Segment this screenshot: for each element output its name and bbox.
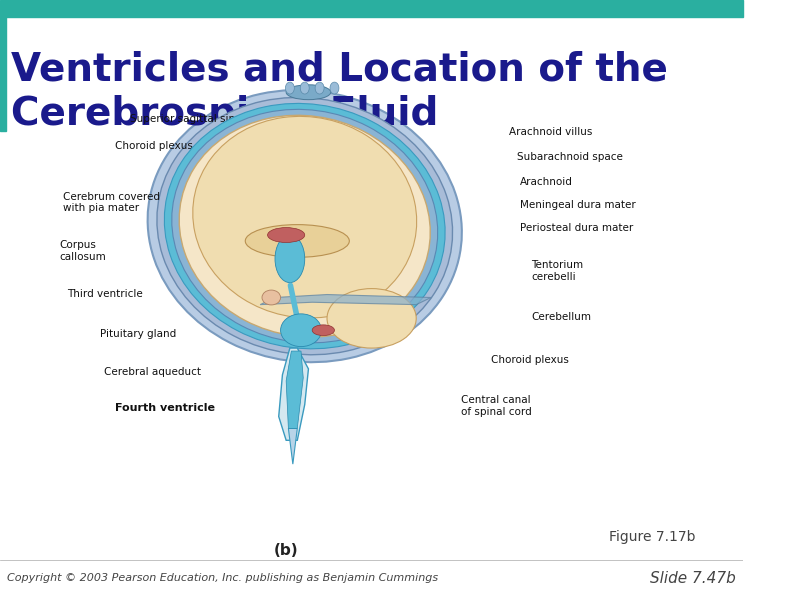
Text: Pituitary gland: Pituitary gland <box>100 330 176 339</box>
Ellipse shape <box>327 289 416 348</box>
Text: Subarachnoid space: Subarachnoid space <box>517 152 622 162</box>
Ellipse shape <box>275 235 305 283</box>
Ellipse shape <box>268 228 305 243</box>
Text: Corpus
callosum: Corpus callosum <box>60 240 106 262</box>
Ellipse shape <box>164 104 445 349</box>
Polygon shape <box>279 348 308 440</box>
Ellipse shape <box>179 115 430 337</box>
Ellipse shape <box>300 82 309 94</box>
FancyArrowPatch shape <box>291 286 297 315</box>
Ellipse shape <box>285 82 295 94</box>
Text: Fourth ventricle: Fourth ventricle <box>115 403 215 412</box>
Polygon shape <box>286 351 303 428</box>
Ellipse shape <box>193 117 417 318</box>
Ellipse shape <box>148 90 462 362</box>
Ellipse shape <box>262 290 280 305</box>
Text: Choroid plexus: Choroid plexus <box>491 355 569 365</box>
Text: Arachnoid villus: Arachnoid villus <box>509 127 592 137</box>
Text: Copyright © 2003 Pearson Education, Inc. publishing as Benjamin Cummings: Copyright © 2003 Pearson Education, Inc.… <box>7 574 438 583</box>
Text: Superior sagittal sinus: Superior sagittal sinus <box>130 114 247 124</box>
Text: Periosteal dura mater: Periosteal dura mater <box>520 224 634 233</box>
Text: Tentorium
cerebelli: Tentorium cerebelli <box>531 260 584 281</box>
Text: Third ventricle: Third ventricle <box>67 289 143 299</box>
Text: Arachnoid: Arachnoid <box>520 177 573 187</box>
Ellipse shape <box>312 325 334 336</box>
Bar <box>0 0 743 17</box>
Ellipse shape <box>245 225 349 258</box>
Polygon shape <box>288 428 297 464</box>
Polygon shape <box>260 295 431 305</box>
Text: Cerebellum: Cerebellum <box>531 312 592 321</box>
Ellipse shape <box>330 82 339 94</box>
Text: Cerebral aqueduct: Cerebral aqueduct <box>104 367 201 377</box>
Ellipse shape <box>280 314 322 346</box>
Text: (b): (b) <box>274 543 299 558</box>
Text: Choroid plexus: Choroid plexus <box>115 142 193 151</box>
Text: Figure 7.17b: Figure 7.17b <box>610 530 696 544</box>
Ellipse shape <box>172 109 437 343</box>
Text: Central canal
of spinal cord: Central canal of spinal cord <box>461 395 531 416</box>
Ellipse shape <box>286 85 331 100</box>
Bar <box>0 17 6 131</box>
Ellipse shape <box>315 82 324 94</box>
Text: Meningeal dura mater: Meningeal dura mater <box>520 201 636 210</box>
Text: Ventricles and Location of the
Cerebrospinal Fluid: Ventricles and Location of the Cerebrosp… <box>11 51 668 133</box>
Text: Cerebrum covered
with pia mater: Cerebrum covered with pia mater <box>64 192 160 213</box>
Ellipse shape <box>157 98 453 355</box>
Text: Slide 7.47b: Slide 7.47b <box>650 571 736 586</box>
